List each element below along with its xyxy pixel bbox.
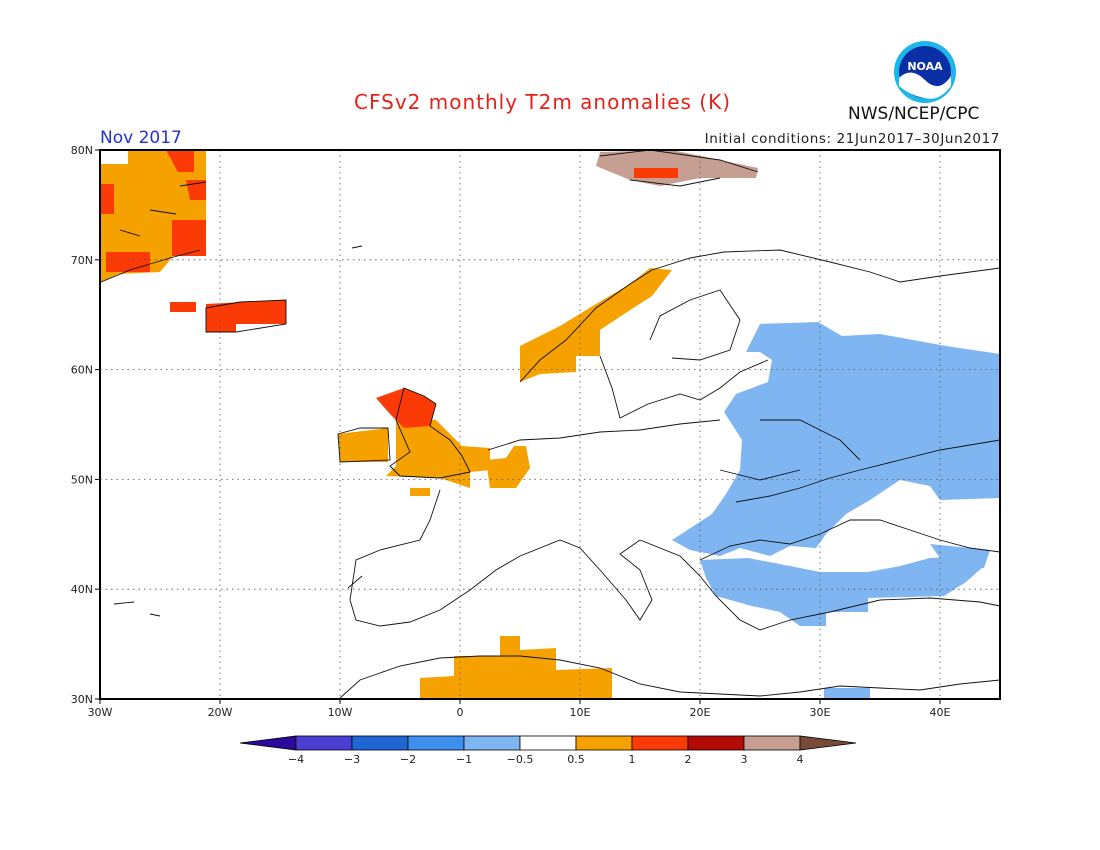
lon-tick-label: 10W [328, 706, 353, 719]
noaa-logo: NOAA [893, 40, 957, 104]
forecast-month: Nov 2017 [100, 128, 182, 148]
lat-tick-label: 70N [71, 254, 93, 267]
caspian-cool-anomaly [930, 544, 990, 572]
svalbard-warmer-anomaly [634, 168, 678, 178]
colorbar-high-arrow [799, 735, 857, 751]
colorbar-segment [687, 735, 745, 751]
lon-tick-label: 40E [930, 706, 951, 719]
colorbar-segment [407, 735, 465, 751]
lon-tick-label: 0 [457, 706, 464, 719]
colorbar-label: −1 [456, 753, 472, 766]
lon-tick-label: 30W [88, 706, 113, 719]
colorbar-label: 0.5 [567, 753, 585, 766]
benelux-warm-anomaly [486, 446, 530, 488]
lat-tick-label: 60N [71, 364, 93, 377]
colorbar-segment [743, 735, 801, 751]
greenland-hot-anomaly [101, 150, 206, 272]
colorbar: −4 −3 −2 −1 −0.5 0.5 1 2 3 4 [239, 735, 857, 766]
lon-tick-label: 10E [570, 706, 591, 719]
coastlines [100, 149, 1001, 699]
colorbar-label: 3 [741, 753, 748, 766]
iceland-warmer-anomaly [170, 300, 286, 332]
colorbar-segment [463, 735, 521, 751]
mediterranean-cool-anomaly [824, 688, 870, 698]
colorbar-low-arrow [239, 735, 297, 751]
uk-warm-anomaly [338, 420, 490, 496]
lon-tick-label: 20W [208, 706, 233, 719]
eastern-europe-cool-anomaly [672, 322, 1000, 556]
colorbar-label: 1 [629, 753, 636, 766]
norway-warm-anomaly [520, 268, 672, 382]
scotland-warmer-anomaly [376, 388, 436, 428]
colorbar-label: −2 [400, 753, 416, 766]
lat-tick-label: 80N [71, 144, 93, 157]
colorbar-segment [631, 735, 689, 751]
organization-label: NWS/NCEP/CPC [848, 104, 980, 124]
colorbar-segment [295, 735, 353, 751]
lat-tick-label: 40N [71, 583, 93, 596]
colorbar-label: 2 [685, 753, 692, 766]
map-grid [100, 150, 1000, 699]
colorbar-label: −4 [288, 753, 304, 766]
lat-tick-label: 30N [71, 693, 93, 706]
logo-text: NOAA [907, 60, 943, 73]
greenland-warm-anomaly [101, 150, 206, 282]
chart-title: CFSv2 monthly T2m anomalies (K) [354, 90, 731, 114]
map-frame [99, 149, 1001, 700]
colorbar-label: −3 [344, 753, 360, 766]
initial-conditions: Initial conditions: 21Jun2017–30Jun2017 [704, 131, 1000, 147]
colorbar-segment [351, 735, 409, 751]
anomaly-patches [101, 150, 1000, 698]
lon-tick-label: 20E [690, 706, 711, 719]
map-ticks: 30W 20W 10W 0 10E 20E 30E 40E 80N 70N 60N 50N 40N 30N [71, 144, 951, 719]
turkey-cool-anomaly [700, 556, 984, 626]
colorbar-label: 4 [797, 753, 804, 766]
lat-tick-label: 50N [71, 473, 93, 486]
colorbar-segment [575, 735, 633, 751]
colorbar-label: −0.5 [507, 753, 534, 766]
lon-tick-label: 30E [810, 706, 831, 719]
colorbar-segment [519, 735, 577, 751]
north-africa-warm-anomaly [420, 636, 612, 698]
